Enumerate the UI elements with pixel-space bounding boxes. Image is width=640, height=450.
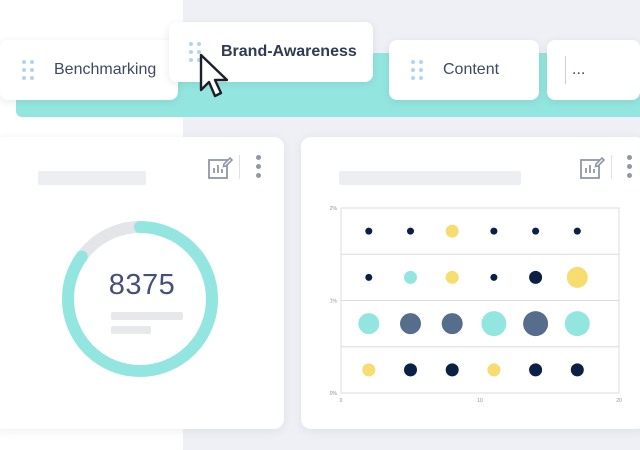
edit-chart-icon[interactable] bbox=[207, 155, 233, 181]
drag-handle-icon[interactable] bbox=[22, 60, 34, 80]
scatter-point bbox=[564, 311, 590, 337]
scatter-point bbox=[407, 227, 414, 235]
toolbar-divider bbox=[611, 155, 612, 179]
tab-content[interactable]: Content bbox=[389, 40, 539, 100]
card-title-placeholder bbox=[38, 171, 146, 185]
gauge-caption-placeholder bbox=[111, 326, 151, 334]
gauge-subtitle-placeholder bbox=[111, 312, 183, 320]
drag-handle-icon[interactable] bbox=[189, 42, 201, 62]
tab-label: Brand-Awareness bbox=[221, 43, 357, 60]
tab-more[interactable]: ... bbox=[547, 40, 640, 100]
scatter-point bbox=[529, 363, 543, 377]
y-tick-label: 0% bbox=[330, 391, 338, 397]
scatter-point bbox=[362, 363, 376, 377]
scatter-point bbox=[490, 227, 498, 235]
scatter-point bbox=[445, 363, 459, 377]
mouse-cursor-icon bbox=[199, 53, 229, 98]
scatter-point bbox=[400, 313, 421, 335]
x-tick-label: 10 bbox=[477, 398, 483, 404]
scatter-point bbox=[365, 273, 373, 281]
x-tick-label: 0 bbox=[340, 398, 343, 404]
scatter-point bbox=[490, 273, 498, 281]
x-tick-label: 20 bbox=[616, 398, 622, 404]
scatter-point bbox=[523, 311, 549, 337]
scatter-point bbox=[445, 224, 459, 238]
scatter-point bbox=[365, 227, 373, 235]
scatter-plot: 0% 1% 2% 0 10 20 bbox=[330, 206, 622, 404]
scatter-point bbox=[532, 227, 540, 235]
scatter-card: 0% 1% 2% 0 10 20 bbox=[301, 137, 640, 429]
scatter-point bbox=[404, 270, 417, 284]
scatter-point bbox=[445, 270, 459, 284]
tab-label: Content bbox=[443, 61, 500, 78]
more-options-icon[interactable] bbox=[627, 155, 633, 182]
drag-handle-icon[interactable] bbox=[411, 60, 423, 80]
card-title-placeholder bbox=[339, 171, 521, 185]
gauge-card: 8375 bbox=[0, 137, 284, 429]
y-tick-label: 2% bbox=[330, 206, 338, 212]
tab-benchmarking[interactable]: Benchmarking bbox=[0, 40, 178, 100]
y-tick-label: 1% bbox=[330, 299, 338, 305]
scatter-point bbox=[404, 363, 417, 377]
scatter-point bbox=[566, 266, 588, 288]
scatter-point bbox=[481, 311, 507, 337]
scatter-point bbox=[358, 313, 380, 335]
scatter-point bbox=[573, 227, 581, 235]
tab-divider bbox=[565, 56, 566, 84]
scatter-point bbox=[529, 270, 543, 284]
edit-chart-icon[interactable] bbox=[579, 155, 605, 181]
scatter-point bbox=[487, 363, 501, 377]
scatter-point bbox=[570, 363, 584, 377]
progress-ring bbox=[62, 221, 218, 377]
tab-label: Benchmarking bbox=[54, 61, 157, 78]
toolbar-divider bbox=[239, 155, 240, 179]
tab-label: ... bbox=[572, 61, 586, 78]
scatter-point bbox=[441, 313, 463, 335]
more-options-icon[interactable] bbox=[256, 155, 262, 182]
gauge-value: 8375 bbox=[108, 269, 176, 301]
